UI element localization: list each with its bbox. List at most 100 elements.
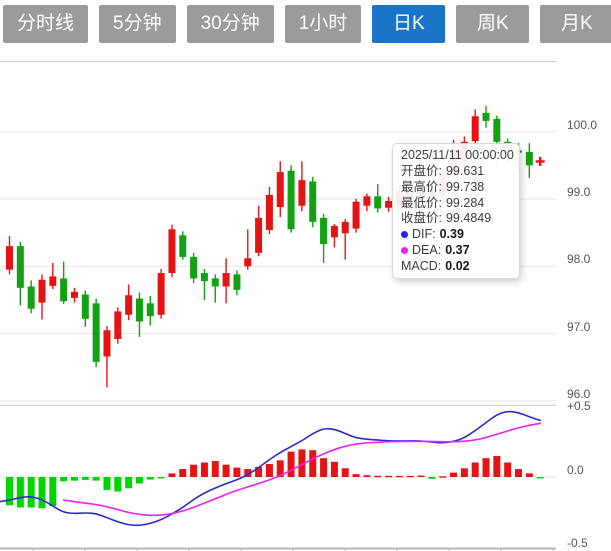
tab-weekly-k[interactable]: 周K (456, 5, 530, 43)
tooltip-price-row: 开盘价: 99.631 (401, 163, 485, 178)
candle-body (6, 246, 13, 270)
macd-hist-bar (265, 463, 273, 477)
macd-hist-bar (525, 473, 533, 477)
price-axis-label: 96.0 (567, 386, 591, 401)
candle-body (352, 201, 360, 229)
candle-body (27, 286, 35, 309)
candle-body (60, 278, 68, 302)
macd-hist-bar (27, 477, 35, 508)
tab-time-line[interactable]: 分时线 (3, 5, 89, 43)
price-axis-label: 97.0 (567, 319, 591, 334)
macd-hist-bar (504, 462, 512, 477)
macd-hist-bar (92, 477, 100, 481)
candle-body (330, 225, 338, 238)
macd-hist-bar (395, 475, 403, 478)
macd-hist-bar (493, 455, 501, 477)
candle-body (190, 256, 198, 279)
candle-body (168, 229, 176, 274)
candle-body (525, 151, 533, 166)
candle-body (179, 235, 187, 257)
macd-axis-label: 0.0 (567, 463, 584, 477)
candle-body (363, 196, 371, 206)
candle-body (146, 303, 154, 317)
tooltip-indicator-row: DIF: 0.39 (401, 227, 511, 242)
tab-5min[interactable]: 5分钟 (99, 5, 176, 43)
candle-body (49, 276, 57, 286)
macd-hist-bar (309, 450, 317, 477)
candle-body (92, 303, 100, 362)
macd-hist-bar (460, 468, 468, 477)
macd-hist-bar (450, 472, 458, 477)
candle-body (200, 273, 208, 282)
macd-hist-bar (222, 464, 230, 477)
price-axis-label: 98.0 (567, 252, 591, 267)
macd-hist-bar (49, 477, 57, 506)
macd-hist-bar (6, 477, 13, 506)
candle-body (125, 295, 133, 315)
candle-body (287, 170, 295, 230)
tab-monthly-k[interactable]: 月K (540, 5, 611, 43)
macd-axis-label: +0.5 (567, 399, 591, 413)
candle-body (38, 279, 46, 303)
price-axis-label: 99.0 (567, 185, 591, 199)
dea-line (62, 422, 541, 517)
macd-hist-bar (385, 475, 393, 478)
macd-hist-bar (471, 462, 479, 477)
ohlc-tooltip: 2025/11/11 00:00:00 开盘价: 99.631 最高价: 99.738… (392, 143, 520, 279)
candle-body (244, 258, 252, 267)
candle-body (298, 180, 306, 206)
tooltip-price-row: 最高价: 99.738 (401, 179, 485, 194)
macd-hist-bar (428, 477, 436, 479)
macd-hist-bar (536, 477, 544, 479)
tooltip-indicator-row: DEA: 0.37 (401, 243, 511, 258)
macd-hist-bar (233, 467, 241, 477)
macd-hist-bar (298, 449, 306, 477)
macd-hist-bar (374, 475, 382, 478)
macd-hist-bar (276, 460, 284, 477)
candle-body (233, 274, 241, 290)
tooltip-price-row: 最低价: 99.284 (401, 195, 485, 210)
tab-daily-k[interactable]: 日K (372, 5, 446, 43)
candle-body (309, 181, 317, 222)
candle-body (341, 221, 349, 234)
macd-hist-bar (114, 477, 122, 492)
tooltip-price-row: 收盘价: 99.4849 (401, 211, 492, 226)
macd-hist-bar (255, 466, 263, 477)
crosshair-marker (538, 156, 542, 166)
macd-hist-bar (244, 469, 252, 477)
macd-hist-bar (417, 475, 425, 477)
macd-hist-bar (211, 461, 219, 477)
candle-body (211, 278, 219, 287)
candle-body (255, 217, 263, 253)
tab-1hour[interactable]: 1小时 (284, 5, 362, 43)
candle-body (374, 196, 382, 209)
candle-body (276, 172, 284, 208)
macd-hist-bar (320, 458, 328, 477)
candle-body (320, 217, 328, 245)
dea-dot-icon (401, 247, 408, 255)
macd-hist-bar (200, 462, 208, 477)
candle-body (222, 273, 230, 287)
candle-body (265, 194, 273, 230)
candle-body (493, 118, 501, 142)
macd-hist-bar (287, 451, 295, 477)
macd-hist-bar (179, 469, 187, 477)
price-axis-label: 100.0 (567, 117, 598, 132)
tooltip-date: 2025/11/11 00:00:00 (401, 148, 514, 162)
candle-body (385, 201, 393, 208)
candle-body (103, 330, 111, 357)
macd-hist-bar (60, 477, 68, 482)
macd-hist-bar (406, 475, 414, 478)
macd-hist-bar (16, 477, 24, 508)
macd-hist-bar (168, 473, 176, 477)
macd-hist-bar (330, 461, 338, 477)
tab-30min[interactable]: 30分钟 (186, 5, 274, 43)
candle-body (482, 112, 490, 121)
candle-body (16, 246, 24, 288)
macd-hist-bar (190, 464, 198, 477)
macd-hist-bar (81, 477, 89, 480)
macd-hist-bar (157, 477, 165, 479)
macd-hist-bar (515, 469, 523, 477)
macd-hist-bar (70, 477, 78, 481)
